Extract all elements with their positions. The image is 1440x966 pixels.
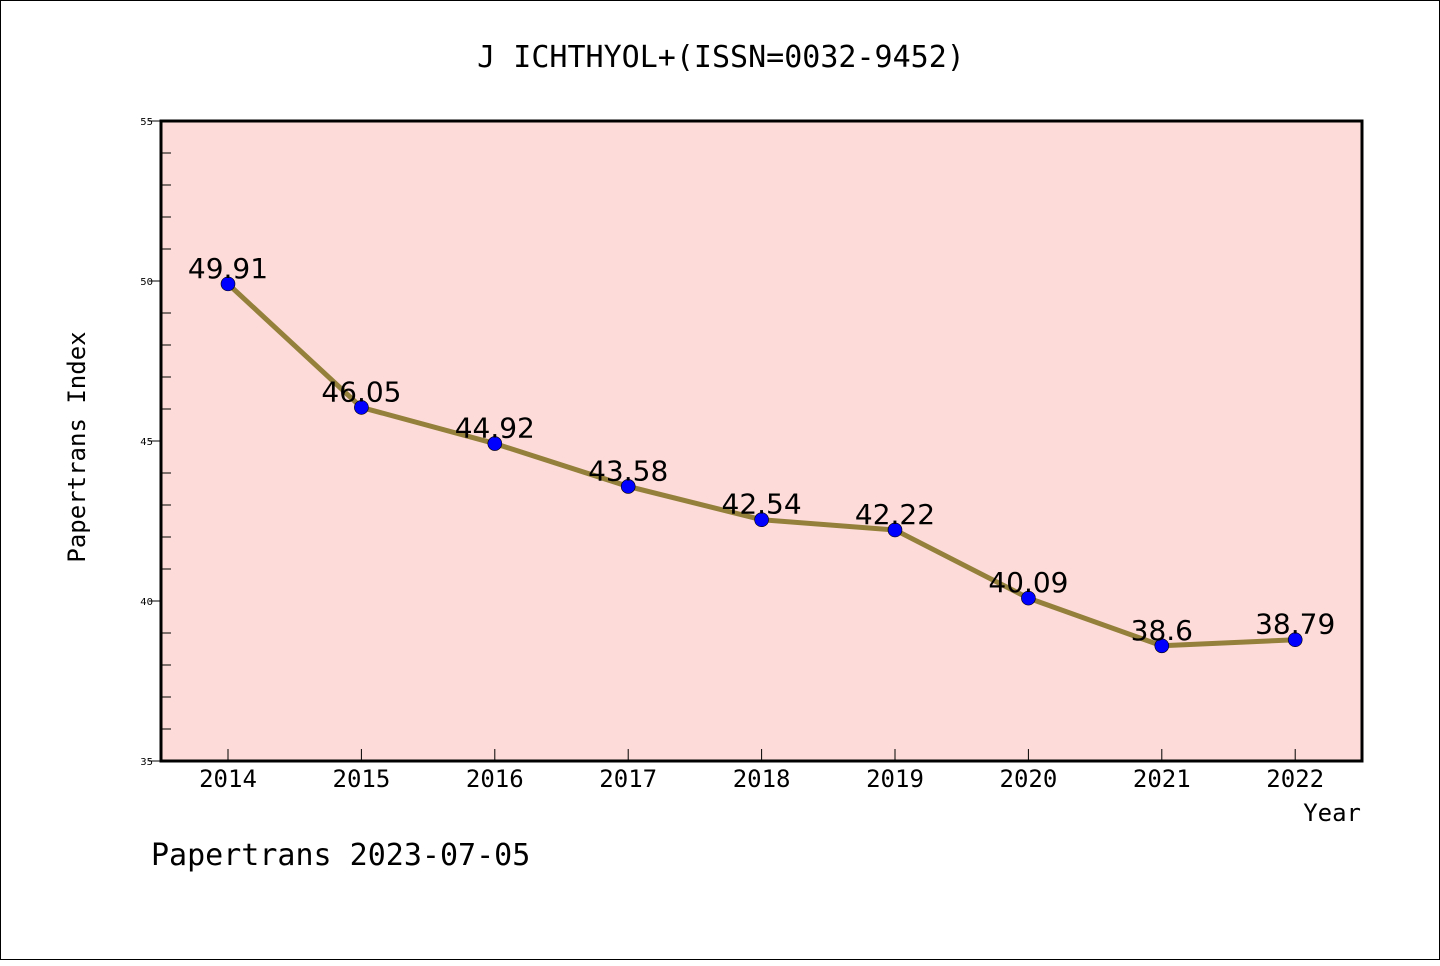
x-tick-label: 2016 [466,765,524,793]
data-point [354,400,369,415]
data-point [1021,590,1036,606]
x-tick-label: 2020 [1000,765,1058,793]
x-tick-label: 2017 [599,765,657,793]
x-tick-label: 2019 [866,765,924,793]
data-point [1287,632,1303,648]
x-tick-label: 2021 [1133,765,1191,793]
data-point [620,479,636,494]
data-label: 44.92 [455,412,535,445]
data-point [887,522,903,538]
data-labels: 49.91 46.05 44.92 43.58 42.54 42.22 40.09 38.6 3… [188,252,1335,647]
data-label: 42.22 [855,498,935,531]
data-label: 38.6 [1131,614,1193,647]
data-point [487,436,503,451]
x-axis: 2014 2015 2016 2017 2018 2019 2020 2021 2022 [199,749,1324,793]
x-tick-label: 2022 [1266,765,1324,793]
footer-text: Papertrans 2023-07-05 [151,838,530,873]
x-axis-label: Year [1303,799,1361,827]
x-tick-label: 2018 [733,765,791,793]
y-axis-label: Papertrans Index [63,331,91,562]
data-label: 38.79 [1255,608,1335,641]
x-tick-label: 2014 [199,765,257,793]
data-point [220,276,236,292]
data-markers [220,276,1303,654]
y-tick-label: 35 [140,757,153,768]
y-tick-label: 45 [140,437,153,448]
data-label: 40.09 [988,566,1068,599]
data-point [754,512,769,528]
data-label: 42.54 [722,488,802,521]
y-axis: 35 40 45 50 55 [140,117,171,768]
data-label: 46.05 [321,375,401,408]
data-point [1154,638,1170,654]
y-tick-label: 40 [140,597,153,608]
data-label: 43.58 [588,454,668,487]
data-label: 49.91 [188,252,268,285]
chart-title: J ICHTHYOL+(ISSN=0032-9452) [477,40,965,75]
plot-area [159,119,1364,763]
y-tick-label: 55 [140,117,153,128]
x-tick-label: 2015 [333,765,391,793]
y-tick-label: 50 [140,277,153,288]
